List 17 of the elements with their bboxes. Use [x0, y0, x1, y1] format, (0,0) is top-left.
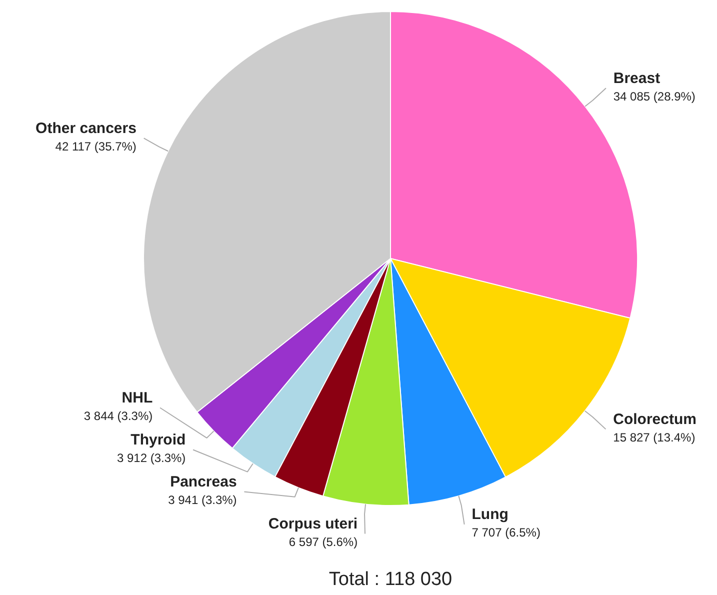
data-label: 34 085 (28.9%): [613, 89, 696, 104]
data-label: 15 827 (13.4%): [613, 430, 696, 444]
slice-label: Other cancers: [36, 120, 136, 137]
text: Total : 118 030: [328, 569, 452, 590]
slice-label: Breast: [613, 70, 660, 87]
data-label: 42 117 (35.7%): [55, 139, 136, 154]
data-label: 3 844 (3.3%): [84, 408, 153, 423]
data-label: 6 597 (5.6%): [288, 534, 358, 549]
slice-label: Thyroid: [130, 432, 186, 449]
slice-label: Pancreas: [170, 473, 237, 490]
data-label: 3 941 (3.3%): [168, 492, 237, 507]
slice-label: Corpus uteri: [268, 515, 358, 532]
slice-label: Lung: [472, 506, 508, 524]
data-label: 7 707 (6.5%): [472, 526, 540, 540]
slice-label: NHL: [122, 390, 153, 407]
data-label: 3 912 (3.3%): [116, 450, 186, 465]
slice-label: Colorectum: [613, 410, 696, 428]
